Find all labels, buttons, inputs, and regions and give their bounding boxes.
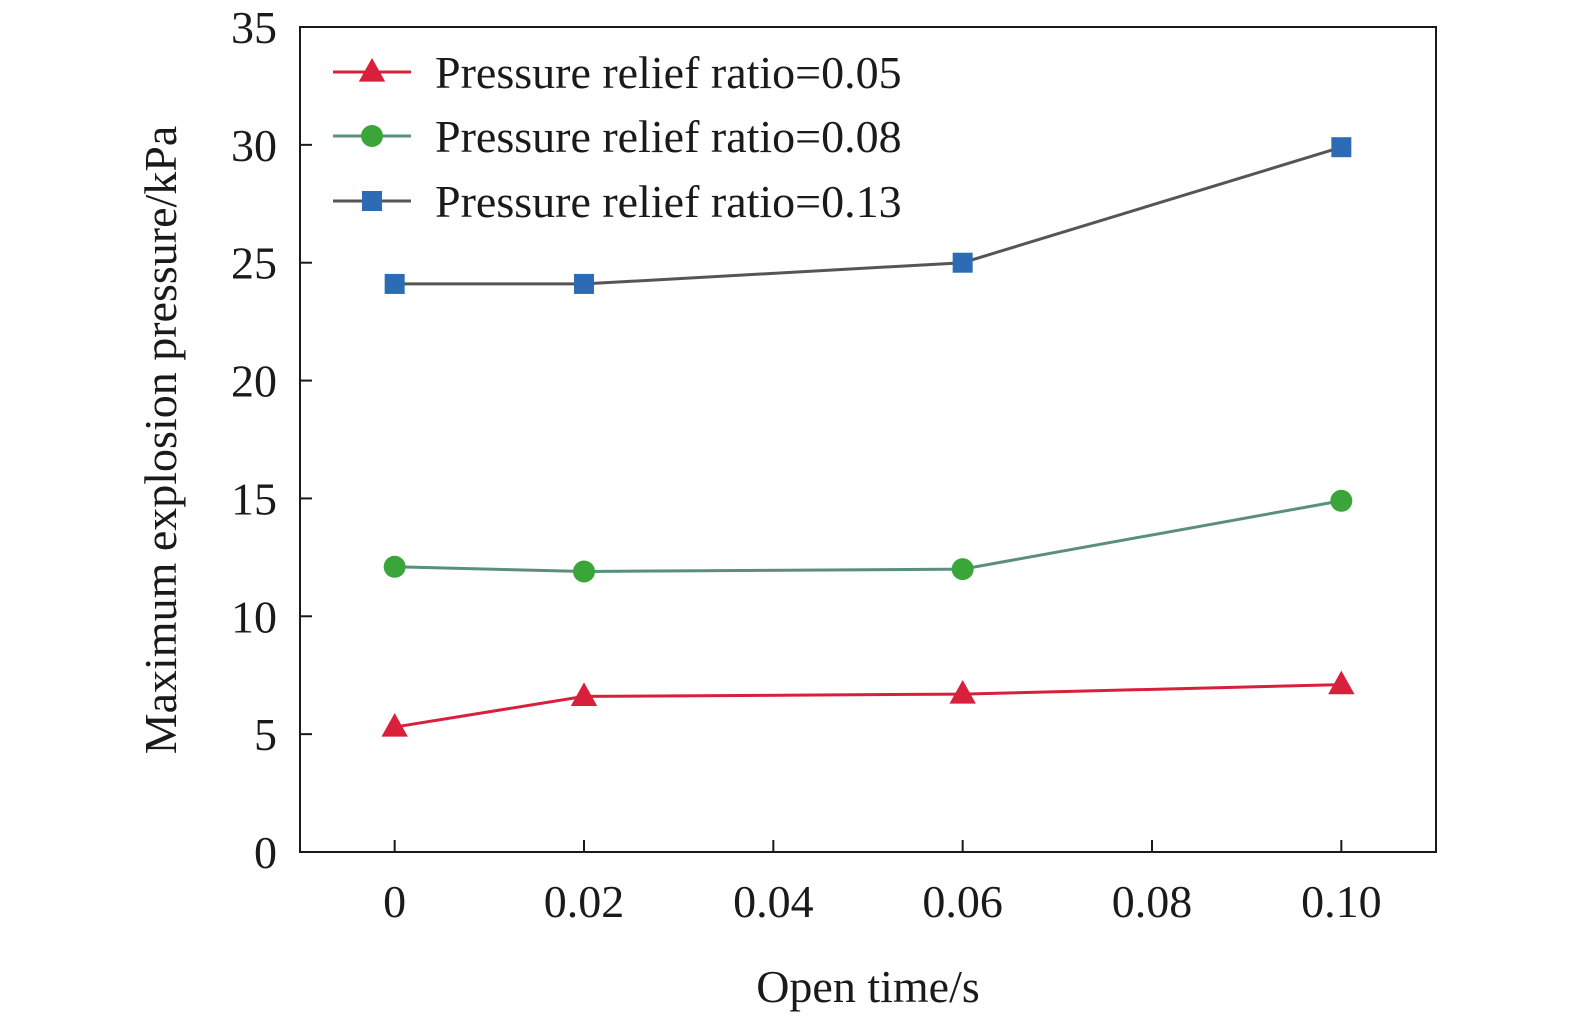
legend-marker: [362, 191, 382, 211]
legend-label: Pressure relief ratio=0.13: [435, 176, 902, 227]
y-tick-label: 20: [231, 356, 277, 407]
series-layer: [381, 137, 1355, 737]
x-axis: 0 0.02 0.04 0.06 0.08 0.10: [383, 840, 1382, 927]
series-3: [384, 137, 1352, 294]
y-tick-label: 15: [231, 473, 277, 524]
legend-label: Pressure relief ratio=0.08: [435, 111, 902, 162]
x-tick-label: 0.04: [733, 876, 814, 927]
data-point: [1331, 137, 1352, 158]
data-point: [951, 558, 974, 581]
data-point: [383, 555, 406, 578]
plot-frame: [299, 26, 1437, 853]
legend-marker: [361, 125, 383, 147]
series-2: [383, 489, 1353, 583]
data-point: [574, 273, 594, 294]
series-line: [394, 683, 1342, 729]
x-tick-label: 0.02: [544, 876, 625, 927]
data-point: [1328, 670, 1355, 695]
y-tick-label: 30: [231, 120, 277, 171]
legend-item: Pressure relief ratio=0.05: [333, 47, 902, 98]
data-point: [570, 682, 598, 707]
legend-item: Pressure relief ratio=0.08: [333, 111, 902, 162]
y-axis-title: Maximum explosion pressure/kPa: [135, 126, 186, 755]
series-line: [394, 145, 1342, 286]
y-tick-label: 25: [231, 238, 277, 289]
x-tick-label: 0.10: [1301, 876, 1382, 927]
legend-marker: [358, 57, 386, 82]
legend-label: Pressure relief ratio=0.05: [435, 47, 902, 98]
data-point: [573, 560, 595, 583]
data-point: [1330, 489, 1353, 512]
y-tick-label: 0: [254, 827, 277, 878]
series-line: [394, 499, 1342, 574]
x-axis-title: Open time/s: [756, 961, 980, 1012]
legend: Pressure relief ratio=0.05 Pressure relie…: [333, 47, 902, 227]
x-tick-label: 0.06: [922, 876, 1003, 927]
data-point: [384, 273, 405, 294]
data-point: [952, 252, 973, 273]
y-axis: 0 5 10 15 20 25 30 35: [231, 2, 312, 878]
x-tick-label: 0.08: [1112, 876, 1193, 927]
data-point: [381, 713, 408, 737]
series-1: [381, 670, 1355, 737]
y-tick-label: 10: [231, 591, 277, 642]
legend-item: Pressure relief ratio=0.13: [333, 176, 902, 227]
y-tick-label: 5: [254, 709, 277, 760]
x-tick-label: 0: [383, 876, 406, 927]
data-point: [949, 680, 976, 704]
y-tick-label: 35: [231, 2, 277, 53]
